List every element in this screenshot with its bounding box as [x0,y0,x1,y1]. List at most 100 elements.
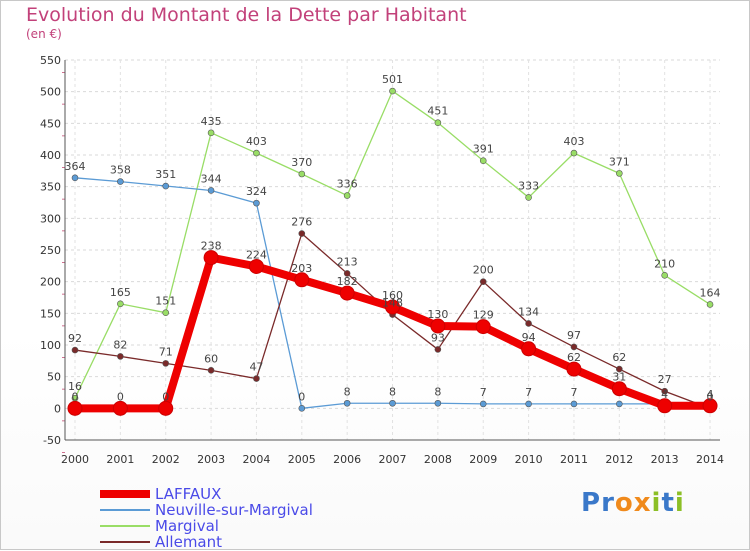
data-point-3-9 [479,278,487,285]
data-point-0-0 [67,400,83,416]
data-point-2-8 [434,119,442,126]
y-tick-label: 100 [40,339,61,352]
data-point-1-1 [117,178,124,185]
data-point-3-4 [253,375,260,382]
data-point-0-3 [203,250,219,266]
data-point-0-11 [566,361,582,377]
legend-item-1: Neuville-sur-Margival [100,501,313,519]
y-tick-label: 250 [40,244,61,257]
legend-label: Allemant [155,533,223,551]
data-point-2-14 [706,301,714,308]
data-point-2-11 [570,149,578,157]
data-point-1-9 [479,400,487,408]
data-label-1-3: 344 [201,172,222,185]
data-point-0-10 [521,341,537,357]
data-label-2-3: 435 [201,115,222,128]
logo-letter: i [674,488,685,518]
y-tick-label: 150 [40,307,61,320]
data-point-2-3 [207,129,215,137]
data-point-0-1 [112,400,128,416]
data-label-2-10: 333 [518,179,539,192]
legend-item-2: Margival [100,517,219,535]
data-point-0-9 [475,319,491,335]
data-label-2-9: 391 [473,143,494,156]
data-point-1-3 [207,187,215,194]
data-label-1-0: 364 [65,160,86,173]
data-label-1-11: 7 [570,386,577,399]
data-label-3-13: 27 [658,373,672,386]
data-label-2-1: 165 [110,286,131,299]
data-label-2-5: 370 [291,156,312,169]
data-point-2-5 [298,170,306,178]
data-label-3-0: 92 [68,332,82,345]
x-tick-label: 2007 [379,453,407,466]
data-label-0-5: 203 [291,262,312,275]
data-point-2-9 [479,157,487,164]
data-point-3-12 [616,365,623,373]
legend-swatch [100,541,150,543]
data-label-3-7: 148 [382,297,403,310]
data-label-0-14: 4 [707,388,714,401]
data-point-1-6 [343,399,351,407]
legend-swatch [100,509,150,511]
chart-subtitle: (en €) [26,27,62,41]
chart-title: Evolution du Montant de la Dette par Hab… [26,4,467,26]
x-tick-label: 2005 [288,453,316,466]
data-label-3-2: 71 [159,345,173,358]
data-point-0-2 [158,400,174,416]
data-label-1-5: 0 [298,390,305,403]
x-tick-label: 2009 [469,453,497,466]
x-tick-label: 2003 [197,453,225,466]
data-point-1-11 [570,400,578,408]
data-label-2-2: 151 [155,295,176,308]
data-point-1-8 [434,399,442,407]
data-label-3-1: 82 [113,338,127,351]
x-tick-label: 2000 [61,453,89,466]
data-label-0-2: 0 [162,390,169,403]
data-point-2-6 [343,192,351,199]
data-point-0-6 [339,285,355,301]
data-label-0-8: 130 [427,308,448,321]
data-label-3-11: 97 [567,329,581,342]
data-label-0-11: 62 [567,351,581,364]
x-tick-label: 2008 [424,453,452,466]
data-point-0-12 [611,381,627,397]
data-point-0-14 [702,398,718,414]
data-label-1-8: 8 [434,385,441,398]
data-label-1-6: 8 [344,385,351,398]
data-label-2-7: 501 [382,73,403,86]
data-label-1-9: 7 [480,386,487,399]
data-label-0-12: 31 [612,371,626,384]
data-label-3-3: 60 [204,352,218,365]
data-label-2-14: 164 [700,286,721,299]
x-tick-label: 2010 [515,453,543,466]
data-point-0-4 [248,258,264,274]
data-point-2-13 [661,272,668,279]
data-label-0-13: 4 [661,388,668,401]
data-point-3-10 [525,320,532,327]
data-label-3-5: 276 [291,216,312,229]
data-point-2-7 [389,87,396,95]
data-point-2-2 [162,309,170,317]
data-label-3-8: 93 [431,331,445,344]
data-point-3-3 [207,367,215,374]
data-point-3-2 [162,360,170,367]
y-tick-label: 450 [40,117,61,130]
logo-letter: i [651,488,662,518]
data-label-3-12: 62 [612,351,626,364]
y-tick-label: 0 [54,402,61,415]
data-label-2-4: 403 [246,135,267,148]
data-label-1-2: 351 [155,168,176,181]
x-tick-label: 2012 [605,453,633,466]
data-label-0-10: 94 [522,331,536,344]
data-label-3-9: 200 [473,264,494,277]
y-tick-label: 200 [40,276,61,289]
data-point-2-4 [253,149,260,157]
data-point-3-11 [570,343,578,351]
x-tick-label: 2013 [651,453,679,466]
y-tick-label: 500 [40,86,61,99]
proxiti-logo: Proxiti [581,488,685,518]
x-tick-label: 2006 [333,453,361,466]
legend-label: LAFFAUX [155,485,222,503]
